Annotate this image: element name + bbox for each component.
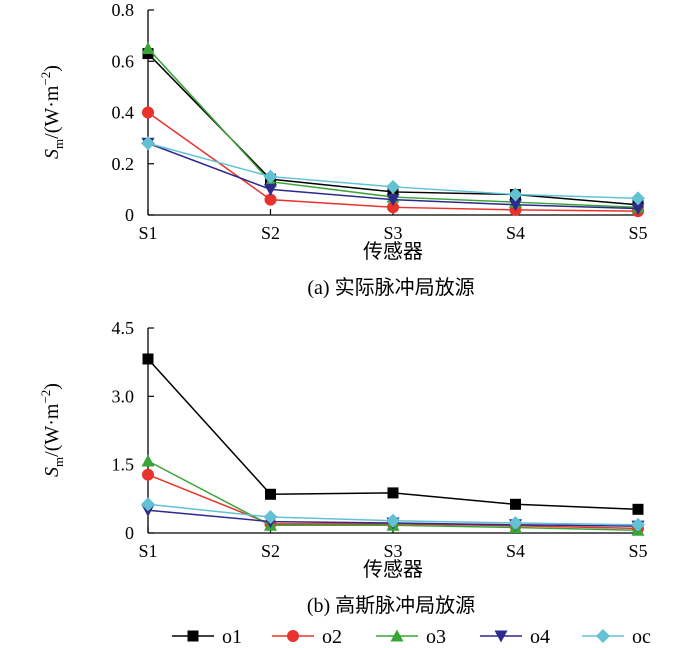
data-point-o3 xyxy=(141,454,155,467)
x-tick-label: S3 xyxy=(383,223,402,243)
data-point-o1 xyxy=(632,503,644,515)
legend-item-o2: o2 xyxy=(272,626,342,648)
y-axis-label-unit: /(W·m xyxy=(41,85,63,139)
y-axis-label-close: ) xyxy=(41,383,63,390)
x-tick-label: S5 xyxy=(628,541,647,561)
legend-label-o3: o3 xyxy=(426,626,446,648)
x-tick-label: S2 xyxy=(261,223,280,243)
series-line-o1 xyxy=(147,358,639,511)
data-point-oc xyxy=(386,179,400,194)
legend-label-o2: o2 xyxy=(322,626,342,648)
data-point-oc xyxy=(141,497,155,512)
legend-marker-o1 xyxy=(187,630,199,642)
data-point-o4 xyxy=(264,183,277,196)
data-point-oc xyxy=(508,187,523,202)
y-axis-label-symbol: S xyxy=(41,467,63,477)
y-tick-label: 0 xyxy=(125,523,134,543)
y-tick-label: 0 xyxy=(125,205,134,225)
data-point-o3 xyxy=(141,41,155,54)
y-tick-label: 0.6 xyxy=(112,51,135,71)
y-axis-label-subscript: m xyxy=(51,139,66,149)
data-point-o4 xyxy=(386,194,400,207)
legend-marker-o2 xyxy=(287,630,299,642)
legend-item-o3: o3 xyxy=(376,626,446,648)
data-point-o1 xyxy=(142,353,154,365)
legend-label-o1: o1 xyxy=(222,626,242,648)
x-tick-label: S1 xyxy=(138,541,157,561)
data-point-oc xyxy=(631,191,645,206)
data-point-o2 xyxy=(142,468,154,481)
y-axis-label-close: ) xyxy=(41,65,63,72)
y-axis-label-subscript: m xyxy=(51,457,66,467)
y-tick-label: 0.2 xyxy=(112,154,135,174)
series-o1 xyxy=(142,353,644,515)
data-point-o4 xyxy=(509,199,522,212)
y-tick-label: 3.0 xyxy=(112,386,135,406)
chart-panel-a: 0 0.2 0.4 0.6 0.8 S1 S2 S3 S4 S5 传感器 (a) 实际脉冲局放源 Sm/… xyxy=(38,0,648,299)
data-point-o4 xyxy=(631,203,645,216)
legend-item-o1: o1 xyxy=(172,626,242,648)
y-axis-label-exponent: −2 xyxy=(38,72,53,86)
legend: o1 o2 o3 o4 oc xyxy=(172,626,651,648)
x-tick-label: S4 xyxy=(506,541,525,561)
legend-item-o4: o4 xyxy=(480,626,550,648)
data-point-o2 xyxy=(387,201,399,214)
data-point-o1 xyxy=(265,488,276,500)
data-point-oc xyxy=(263,169,278,184)
x-tick-label: S1 xyxy=(138,223,157,243)
data-point-oc xyxy=(141,136,155,151)
data-point-o2 xyxy=(264,193,277,206)
data-point-oc xyxy=(386,513,400,528)
y-tick-label: 0.8 xyxy=(112,0,135,20)
data-point-o1 xyxy=(387,487,399,499)
y-axis-label: Sm/(W·m−2) xyxy=(38,65,66,159)
data-point-o1 xyxy=(510,498,521,510)
data-point-oc xyxy=(631,517,645,532)
legend-item-oc: oc xyxy=(582,626,651,648)
x-tick-label: S2 xyxy=(261,541,280,561)
y-tick-label: 0.4 xyxy=(112,103,135,123)
y-tick-label: 1.5 xyxy=(112,455,135,475)
panel-caption: (b) 高斯脉冲局放源 xyxy=(307,594,475,617)
data-point-o2 xyxy=(142,106,154,119)
y-axis-label-exponent: −2 xyxy=(38,390,53,404)
data-point-oc xyxy=(263,510,278,525)
x-tick-label: S3 xyxy=(383,541,402,561)
y-tick-label: 4.5 xyxy=(112,318,135,338)
x-tick-label: S5 xyxy=(628,223,647,243)
series-oc xyxy=(141,497,645,532)
y-axis-label-unit: /(W·m xyxy=(41,403,63,457)
chart-panel-b: 0 1.5 3.0 4.5 S1 S2 S3 S4 S5 传感器 (b) 高斯脉冲局放源 Sm/(W·… xyxy=(38,318,648,617)
legend-label-o4: o4 xyxy=(530,626,550,648)
y-axis-label-symbol: S xyxy=(41,149,63,159)
y-axis-label: Sm/(W·m−2) xyxy=(38,383,66,477)
x-axis-label: 传感器 xyxy=(363,558,423,581)
series-o4 xyxy=(141,137,645,216)
x-tick-label: S4 xyxy=(506,223,525,243)
x-axis-label: 传感器 xyxy=(363,240,423,263)
legend-marker-o4 xyxy=(494,630,508,643)
series-oc xyxy=(141,136,645,206)
legend-label-oc: oc xyxy=(632,626,651,648)
data-point-oc xyxy=(508,515,523,530)
legend-marker-oc xyxy=(596,629,610,643)
legend-marker-o3 xyxy=(390,629,404,642)
panel-caption: (a) 实际脉冲局放源 xyxy=(307,276,474,299)
